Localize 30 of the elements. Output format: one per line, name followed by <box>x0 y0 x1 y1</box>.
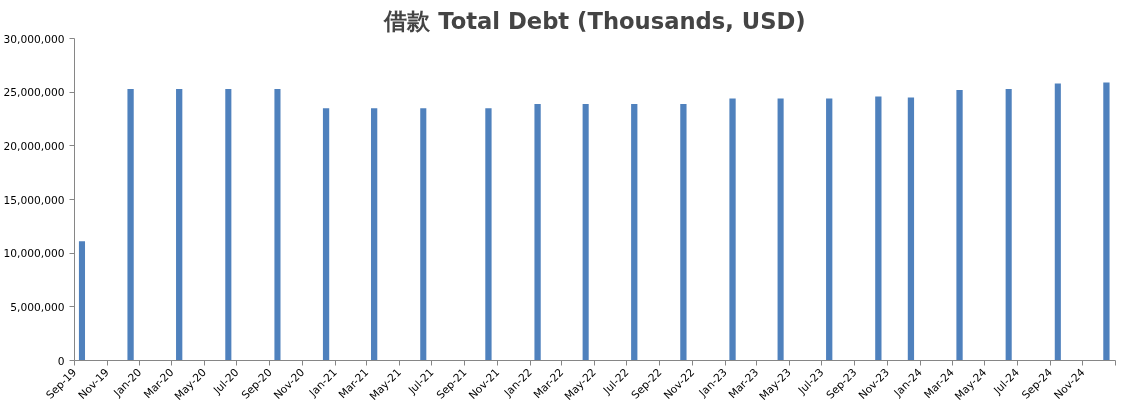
bar <box>371 108 378 361</box>
bar <box>631 103 638 361</box>
bar <box>485 108 492 361</box>
y-tick-label: 5,000,000 <box>10 300 65 314</box>
y-tick-label: 10,000,000 <box>3 247 65 261</box>
bar <box>729 98 736 361</box>
bar <box>875 96 882 361</box>
y-tick-label: 20,000,000 <box>3 139 65 153</box>
y-tick-label: 15,000,000 <box>3 193 65 207</box>
bar <box>78 241 86 361</box>
bar <box>1054 83 1061 361</box>
bar <box>680 103 687 361</box>
y-tick-label: 0 <box>57 354 65 368</box>
bar <box>1103 82 1110 361</box>
bar <box>420 108 427 361</box>
bar <box>956 90 963 361</box>
y-tick-label: 25,000,000 <box>3 86 65 100</box>
y-tick-label: 30,000,000 <box>3 32 65 46</box>
bar <box>322 108 330 361</box>
bar <box>777 98 784 361</box>
bar <box>1005 88 1012 361</box>
bar <box>274 88 281 361</box>
bar <box>176 88 183 361</box>
bar <box>582 103 589 361</box>
bar <box>127 88 134 361</box>
bar <box>225 88 232 361</box>
bar <box>826 98 833 361</box>
bar <box>907 97 915 361</box>
bar <box>534 103 541 361</box>
chart-title: 借款 Total Debt (Thousands, USD) <box>383 7 806 34</box>
